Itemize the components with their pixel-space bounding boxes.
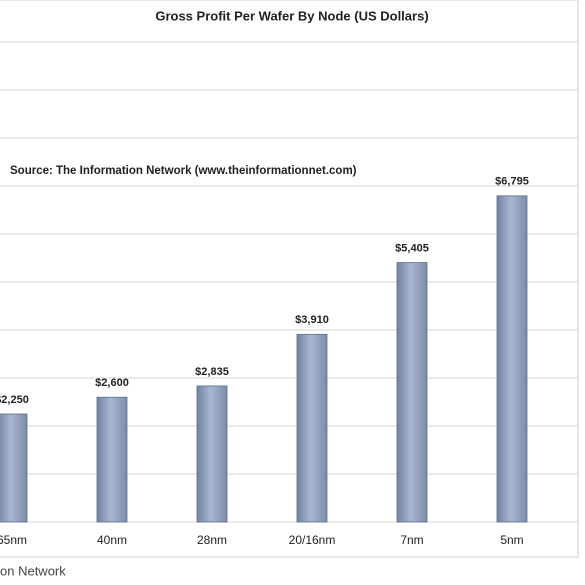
x-tick-label: 65nm [0,533,27,547]
x-tick-label: 7nm [400,533,423,547]
x-tick-label: 40nm [97,533,127,547]
value-label: $2,250 [0,394,29,406]
value-label: $2,600 [95,377,129,389]
bar [0,413,28,523]
bar [196,385,228,523]
bar [96,396,128,523]
footer-text: on Network [0,563,66,578]
value-label: $5,405 [395,242,429,254]
x-tick-label: 28nm [197,533,227,547]
x-tick-label: 5nm [500,533,523,547]
bar [496,195,528,523]
plot-border [0,0,579,558]
chart-title: Gross Profit Per Wafer By Node (US Dolla… [155,8,428,23]
value-label: $2,835 [195,366,229,378]
value-label: $3,910 [295,314,329,326]
bar [296,333,328,523]
x-tick-label: 20/16nm [289,533,336,547]
source-annotation: Source: The Information Network (www.the… [10,165,357,177]
bar [396,262,428,523]
value-label: $6,795 [495,176,529,188]
